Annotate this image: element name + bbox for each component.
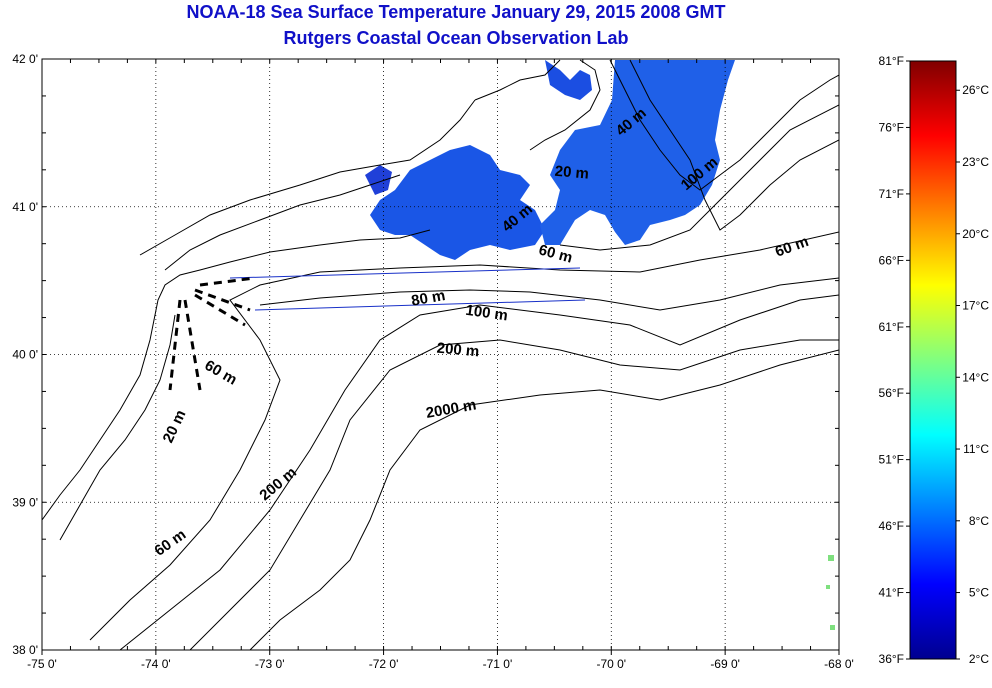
colorbar-f-label: 71°F: [879, 187, 904, 201]
sst-speck: [826, 585, 830, 589]
y-tick-label: 38 0': [12, 643, 38, 657]
x-tick-label: -70 0': [596, 657, 626, 671]
contour-200m: [189, 339, 839, 650]
y-tick-label: 40 0': [12, 348, 38, 362]
georges-bank-patch: [540, 60, 735, 245]
axis-ticks: -75 0' -74 0' -73 0' -72 0' -71 0' -70 0' -69 …: [12, 52, 853, 671]
contour-2000m: [249, 349, 839, 650]
colorbar-c-label: 26°C: [962, 83, 989, 97]
colorbar-labels: 81°F 76°F 71°F 66°F 61°F 56°F 51°F 46°F 41°F 36°F…: [879, 54, 990, 666]
x-tick-label: -71 0': [483, 657, 513, 671]
colorbar-f-label: 56°F: [879, 386, 904, 400]
y-tick-label: 42 0': [12, 52, 38, 66]
x-tick-label: -73 0': [255, 657, 285, 671]
colorbar-f-label: 51°F: [879, 453, 904, 467]
sst-data-layer: [365, 60, 835, 630]
contour-label: 200 m: [436, 340, 480, 361]
shipping-lane: [168, 299, 182, 391]
contour-label: 80 m: [410, 287, 447, 310]
nantucket-shoals-patch: [370, 145, 545, 260]
contour-label: 60 m: [151, 526, 189, 560]
long-island-coast: [164, 174, 401, 271]
cape-cod-bay-patch: [545, 60, 592, 100]
colorbar: [909, 60, 957, 660]
contour-80m: [259, 277, 839, 311]
x-tick-label: -75 0': [27, 657, 57, 671]
transect-line: [229, 267, 581, 279]
contour-label: 60 m: [537, 241, 574, 266]
contour-label: 2000 m: [425, 396, 478, 422]
colorbar-c-label: 5°C: [969, 586, 989, 600]
shipping-lane: [194, 293, 246, 327]
y-tick-label: 39 0': [12, 495, 38, 509]
contour-20m: [59, 314, 176, 541]
contour-georges: [559, 104, 839, 251]
y-tick-label: 41 0': [12, 200, 38, 214]
colorbar-f-label: 81°F: [879, 54, 904, 68]
colorbar-c-label: 8°C: [969, 514, 989, 528]
cape-cod: [529, 59, 601, 151]
contour-label: 20 m: [160, 407, 190, 445]
sound-patch: [365, 165, 392, 195]
colorbar-f-label: 76°F: [879, 120, 904, 134]
colorbar-c-label: 17°C: [962, 299, 989, 313]
colorbar-f-label: 36°F: [879, 652, 904, 666]
nj-coastline: [42, 229, 431, 521]
coastline-layer: [42, 59, 839, 650]
graticule: [42, 59, 839, 650]
colorbar-f-label: 41°F: [879, 586, 904, 600]
x-tick-label: -72 0': [369, 657, 399, 671]
ma-coast: [474, 59, 561, 101]
shipping-lane: [194, 288, 251, 312]
shipping-lane: [199, 276, 256, 287]
x-tick-label: -69 0': [710, 657, 740, 671]
contour-label: 20 m: [554, 163, 590, 183]
colorbar-c-label: 11°C: [963, 442, 989, 456]
x-tick-label: -68 0': [824, 657, 854, 671]
colorbar-c-label: 14°C: [962, 370, 989, 384]
colorbar-f-label: 61°F: [879, 320, 904, 334]
contour-100m: [119, 294, 839, 650]
shipping-lane: [183, 299, 202, 391]
colorbar-c-label: 20°C: [962, 227, 989, 241]
x-tick-label: -74 0': [141, 657, 171, 671]
contour-label: 60 m: [202, 357, 240, 389]
map-subtitle: Rutgers Coastal Ocean Observation Lab: [283, 28, 629, 48]
ct-coast: [139, 99, 476, 256]
colorbar-f-label: 46°F: [879, 519, 904, 533]
contour-gulf-of-maine-2: [629, 59, 839, 231]
map-title: NOAA-18 Sea Surface Temperature January …: [186, 2, 726, 22]
colorbar-c-label: 23°C: [962, 155, 989, 169]
contour-60m: [89, 231, 839, 641]
sst-speck: [828, 555, 834, 561]
contour-label: 100 m: [464, 302, 508, 325]
colorbar-c-label: 2°C: [969, 652, 989, 666]
contour-label: 60 m: [773, 233, 811, 261]
colorbar-f-label: 66°F: [879, 253, 904, 267]
transect-line: [254, 299, 586, 311]
sst-speck: [830, 625, 835, 630]
contour-gulf-of-maine: [609, 59, 839, 191]
